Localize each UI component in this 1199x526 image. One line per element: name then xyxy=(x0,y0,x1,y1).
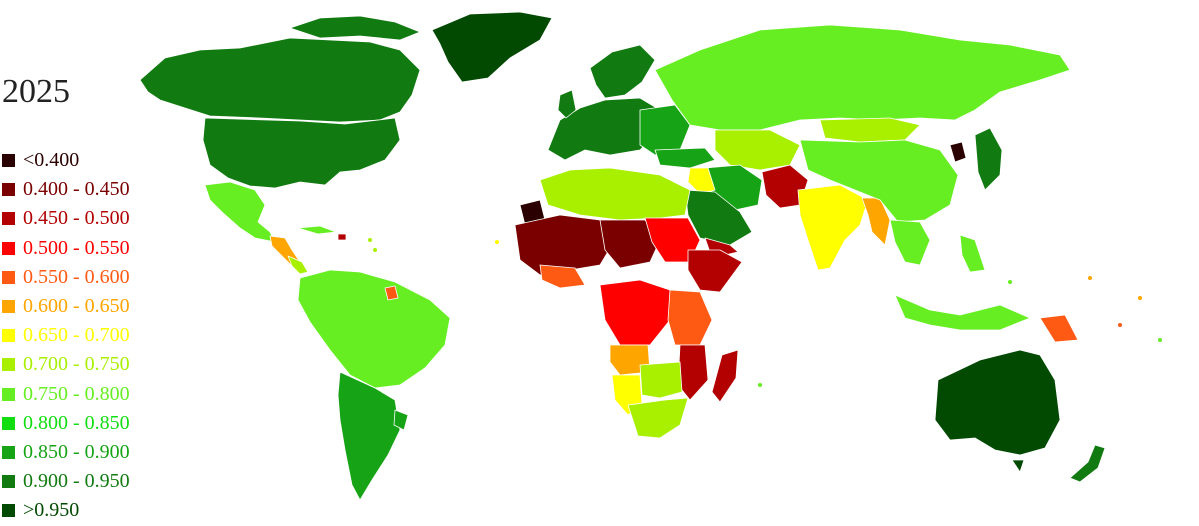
legend-item: 0.650 - 0.700 xyxy=(2,321,202,350)
region-west-africa xyxy=(514,214,616,276)
legend-item: 0.450 - 0.500 xyxy=(2,204,202,233)
legend-swatch xyxy=(2,445,15,459)
legend-label: 0.850 - 0.900 xyxy=(23,440,130,463)
region-japan xyxy=(974,127,1003,191)
legend-swatch xyxy=(2,358,15,372)
legend-swatch xyxy=(2,154,15,168)
region-central-africa xyxy=(599,279,671,346)
region-central-america-b xyxy=(287,255,309,275)
legend-label: 0.500 - 0.550 xyxy=(23,236,130,259)
legend-swatch xyxy=(2,212,15,226)
region-india xyxy=(797,184,869,271)
region-indonesia xyxy=(894,294,1031,331)
region-scandinavia xyxy=(589,44,656,99)
legend-item: 0.550 - 0.600 xyxy=(2,263,202,292)
region-russia xyxy=(654,24,1071,131)
legend-item: 0.800 - 0.850 xyxy=(2,409,202,438)
region-arctic-islands xyxy=(289,15,421,41)
legend-swatch xyxy=(2,475,15,489)
region-central-sahel xyxy=(599,219,661,269)
region-canada xyxy=(139,37,421,123)
legend-label: <0.400 xyxy=(23,149,80,172)
region-philippines xyxy=(959,234,986,273)
legend-swatch xyxy=(2,300,15,314)
legend-swatch xyxy=(2,416,15,430)
region-mexico xyxy=(204,181,276,243)
legend: <0.400 0.400 - 0.450 0.450 - 0.500 0.500 - … xyxy=(2,146,202,525)
region-central-asia xyxy=(714,129,801,171)
legend-item: 0.600 - 0.650 xyxy=(2,292,202,321)
region-cuba xyxy=(297,225,337,235)
region-png xyxy=(1039,314,1079,343)
legend-label: 0.600 - 0.650 xyxy=(23,295,130,318)
region-korea-north xyxy=(949,141,967,163)
region-saudi-arabia xyxy=(684,189,753,246)
region-ethiopia-somalia xyxy=(687,249,743,293)
region-mongolia xyxy=(819,117,921,143)
region-uruguay xyxy=(393,409,409,431)
legend-label: 0.650 - 0.700 xyxy=(23,324,130,347)
region-greenland xyxy=(431,11,553,83)
legend-item: 0.500 - 0.550 xyxy=(2,234,202,263)
legend-label: 0.700 - 0.750 xyxy=(23,353,130,376)
region-usa xyxy=(202,117,401,189)
region-guyana xyxy=(384,285,399,301)
legend-item: <0.400 xyxy=(2,146,202,175)
map-title: 2025 xyxy=(2,73,70,110)
legend-item: 0.900 - 0.950 xyxy=(2,467,202,496)
region-uk xyxy=(557,89,577,119)
legend-label: 0.550 - 0.600 xyxy=(23,265,130,288)
legend-item: 0.400 - 0.450 xyxy=(2,175,202,204)
legend-item: 0.750 - 0.800 xyxy=(2,380,202,409)
region-madagascar xyxy=(711,349,739,403)
region-west-africa-coast xyxy=(539,264,586,289)
region-new-zealand xyxy=(1069,444,1106,483)
region-china xyxy=(799,139,959,223)
legend-swatch xyxy=(2,329,15,343)
region-botswana-zimbabwe xyxy=(639,361,683,399)
legend-label: 0.400 - 0.450 xyxy=(23,178,130,201)
region-south-america-north xyxy=(297,269,451,389)
legend-item: 0.700 - 0.750 xyxy=(2,350,202,379)
legend-swatch xyxy=(2,241,15,255)
legend-label: 0.450 - 0.500 xyxy=(23,207,130,230)
legend-label: 0.800 - 0.850 xyxy=(23,411,130,434)
legend-item: 0.850 - 0.900 xyxy=(2,438,202,467)
region-chile-argentina xyxy=(337,371,401,501)
region-north-africa xyxy=(539,167,691,221)
region-mozambique xyxy=(677,344,709,401)
region-south-africa xyxy=(627,397,689,439)
legend-swatch xyxy=(2,270,15,284)
legend-swatch xyxy=(2,183,15,197)
region-turkey xyxy=(654,147,716,169)
legend-label: >0.950 xyxy=(23,499,80,522)
region-indochina xyxy=(889,219,931,266)
region-haiti xyxy=(337,233,347,241)
region-australia xyxy=(934,349,1061,456)
legend-swatch xyxy=(2,387,15,401)
legend-label: 0.900 - 0.950 xyxy=(23,470,130,493)
legend-label: 0.750 - 0.800 xyxy=(23,382,130,405)
legend-swatch xyxy=(2,504,15,518)
legend-item: >0.950 xyxy=(2,496,202,525)
region-tasmania xyxy=(1011,459,1025,473)
region-east-africa xyxy=(667,289,713,346)
